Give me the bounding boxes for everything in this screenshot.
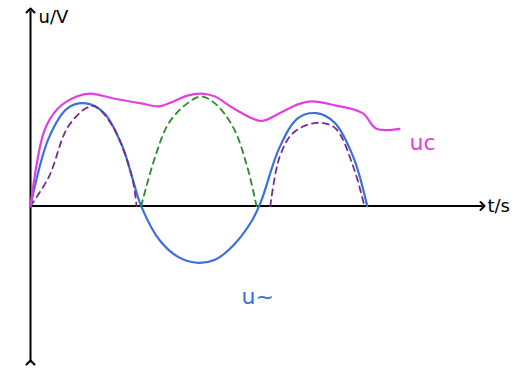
svg-text:u/V: u/V xyxy=(39,6,69,27)
svg-text:uc: uc xyxy=(409,130,435,155)
svg-text:u~: u~ xyxy=(242,284,274,309)
svg-text:t/s: t/s xyxy=(488,195,511,216)
